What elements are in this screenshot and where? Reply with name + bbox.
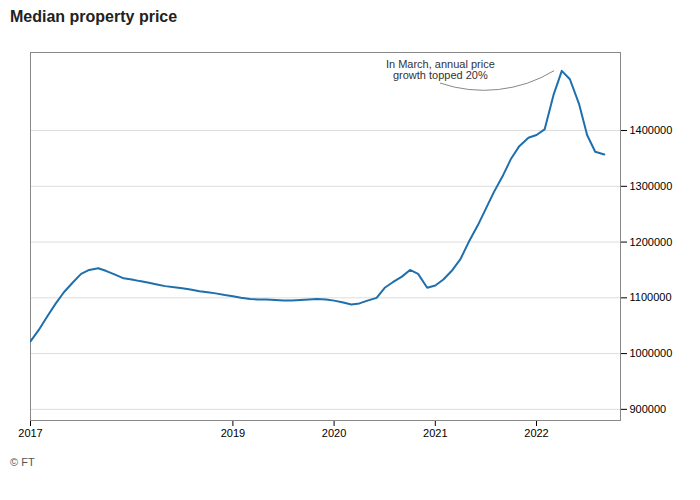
html-text:Median property price: Median property price [10,8,178,25]
svg-text:2017: 2017 [18,427,42,439]
svg-text:1100000: 1100000 [630,291,672,303]
svg-text:1000000: 1000000 [630,347,673,359]
svg-text:900000: 900000 [630,403,667,415]
svg-text:1400000: 1400000 [630,124,673,136]
html-text:© FT: © FT [10,456,35,468]
svg-text:2022: 2022 [524,427,548,439]
svg-text:2021: 2021 [423,427,447,439]
svg-text:2020: 2020 [322,427,346,439]
svg-text:2019: 2019 [221,427,245,439]
svg-text:1200000: 1200000 [630,236,673,248]
svg-text:1300000: 1300000 [630,180,673,192]
svg-text:In March, annual pricegrowth t: In March, annual pricegrowth topped 20% [386,58,495,81]
